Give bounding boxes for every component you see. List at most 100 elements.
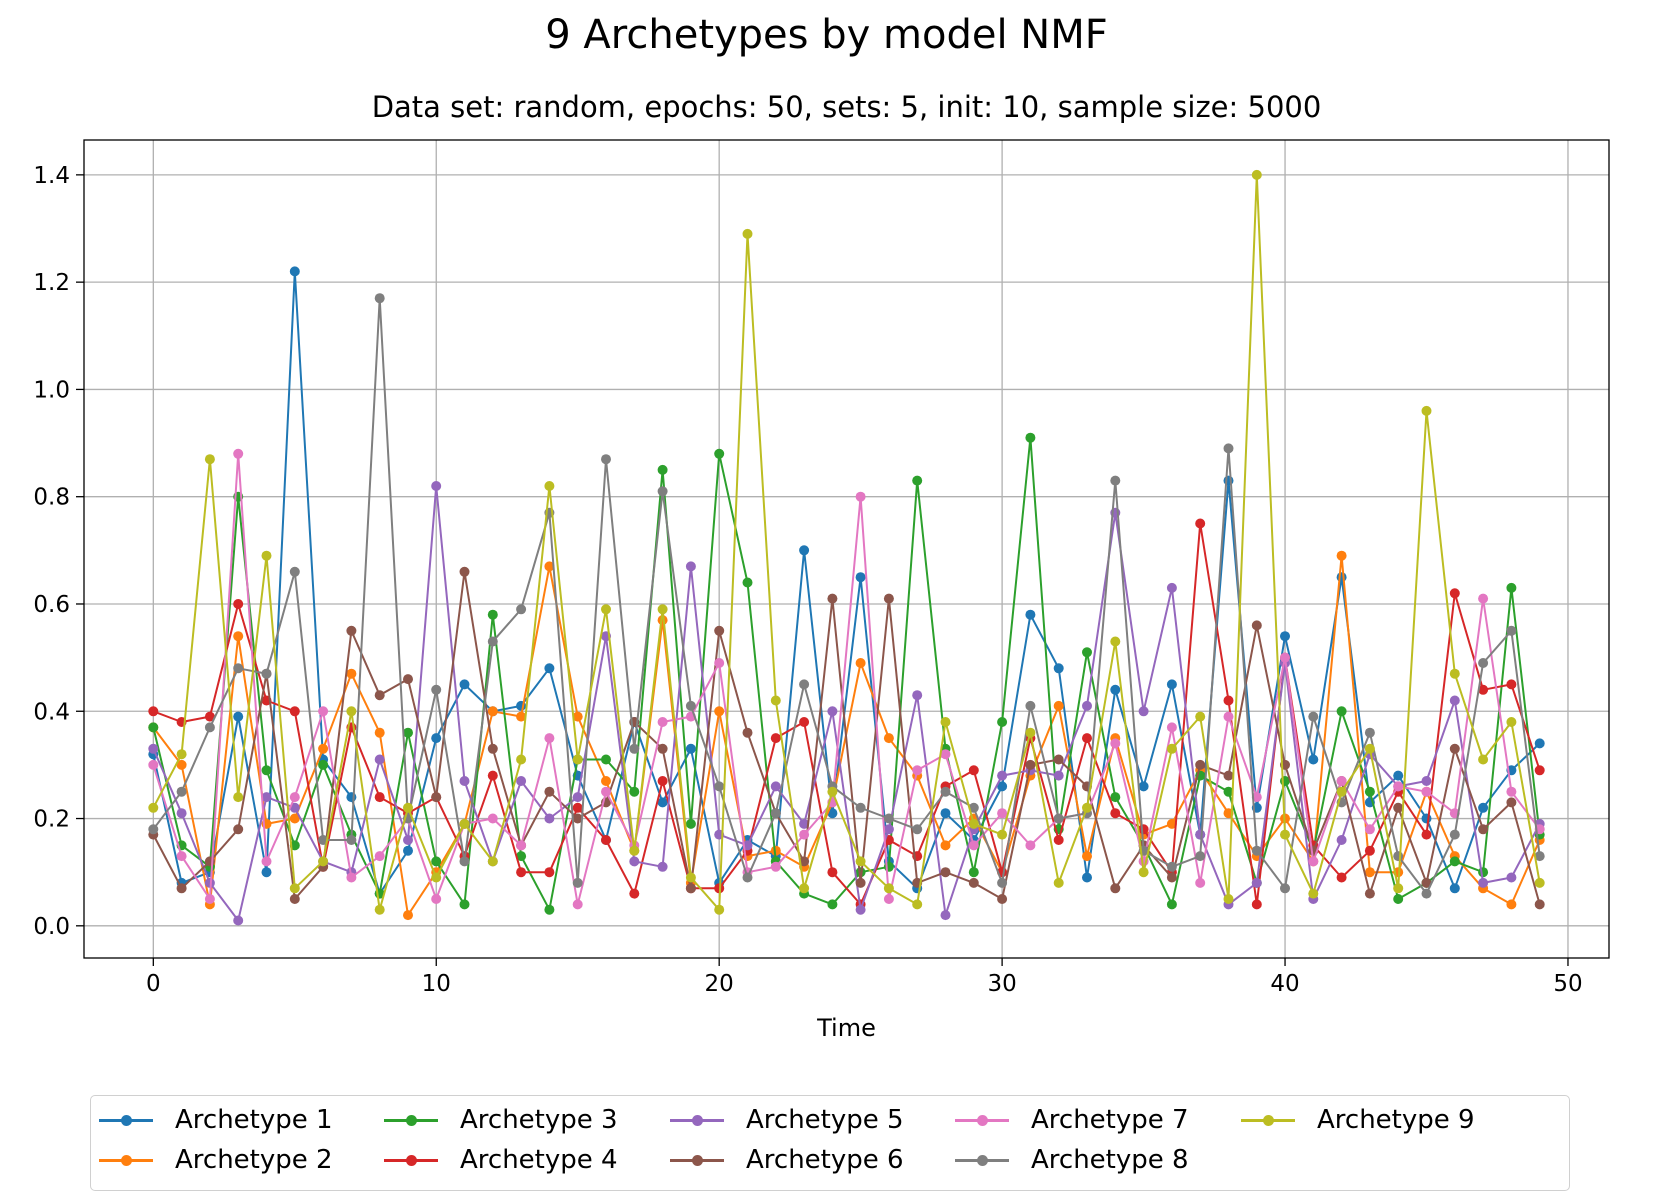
data-point [1478,684,1489,695]
data-point [1110,684,1121,695]
data-point [572,711,583,722]
x-tick-label: 30 [987,971,1016,997]
data-point [1166,722,1177,733]
data-point [1534,877,1545,888]
legend: Archetype 1 Archetype 2 Archetype 3 Archety… [90,1095,1570,1191]
data-point [1251,169,1262,180]
data-point [204,711,215,722]
data-point [572,802,583,813]
data-point [940,910,951,921]
data-point [1053,700,1064,711]
data-point [544,561,555,572]
data-point [233,599,244,609]
data-point [431,894,442,904]
data-point [233,711,244,722]
data-point [1138,706,1149,717]
data-point [1308,888,1319,899]
series-line [152,173,1541,911]
legend-marker [1263,1114,1274,1126]
data-point [459,566,470,577]
data-point [1166,818,1177,829]
data-point [1280,829,1290,840]
data-point [544,786,555,797]
data-point [346,872,357,883]
data-point [714,706,725,717]
data-point [940,786,951,797]
data-point [827,706,838,717]
data-point [1082,851,1092,862]
data-point [431,792,442,803]
data-point [1223,894,1234,904]
data-point [1195,518,1206,529]
data-point [1110,475,1121,486]
legend-label: Archetype 1 [175,1105,333,1135]
data-point [289,894,300,904]
data-point [1166,743,1177,754]
data-point [1421,405,1432,416]
data-point [516,851,527,862]
y-tick-label: 0.6 [33,592,70,618]
data-point [657,604,668,615]
data-point [403,910,413,921]
data-point [176,749,187,760]
data-point [855,856,866,867]
data-point [1251,899,1262,910]
series-line [152,270,1541,895]
data-point [742,577,753,588]
data-point [459,679,470,690]
data-point [1025,759,1036,770]
data-point [629,743,640,754]
data-point [233,448,244,459]
data-point [770,808,781,819]
data-point [1308,711,1319,722]
data-point [997,894,1008,904]
data-point [912,824,923,835]
x-tick-label: 0 [146,971,161,997]
data-point [1506,717,1517,727]
legend-item: Archetype 5 [670,1100,904,1140]
data-point [1393,851,1404,862]
legend-marker [121,1114,132,1126]
data-point [912,690,923,701]
series-3 [148,432,1545,915]
data-point [289,706,300,717]
data-point [374,792,385,803]
data-point [1421,786,1432,797]
data-point [1025,609,1036,620]
data-point [459,899,470,910]
data-point [289,883,300,894]
data-point [261,792,272,803]
ticks: 0 10 20 30 40 50 0.0 0.2 0.4 0.6 0.8 1.0 1.2 1.4 [33,163,1582,997]
data-point [883,824,894,835]
data-point [657,797,668,808]
data-point [148,759,159,770]
data-point [1364,824,1375,835]
data-point [1166,872,1177,883]
data-point [487,856,498,867]
data-point [770,861,781,872]
data-point [770,733,781,744]
data-point [544,867,555,878]
legend-label: Archetype 3 [460,1105,618,1135]
data-point [233,824,244,835]
legend-marker [406,1154,417,1166]
x-tick-label: 50 [1553,971,1582,997]
data-point [601,835,611,845]
data-point [204,454,215,465]
legend-item: Archetype 4 [384,1140,618,1180]
data-point [968,818,979,829]
data-point [1336,776,1347,786]
data-point [403,845,413,856]
data-point [403,802,413,813]
data-point [940,867,951,878]
data-point [289,792,300,803]
data-point [176,808,187,819]
data-point [1166,861,1177,872]
data-point [572,792,583,803]
data-point [261,550,272,561]
data-point [572,813,583,824]
data-point [1025,727,1036,738]
data-point [1308,754,1319,765]
legend-swatch [670,1114,724,1126]
